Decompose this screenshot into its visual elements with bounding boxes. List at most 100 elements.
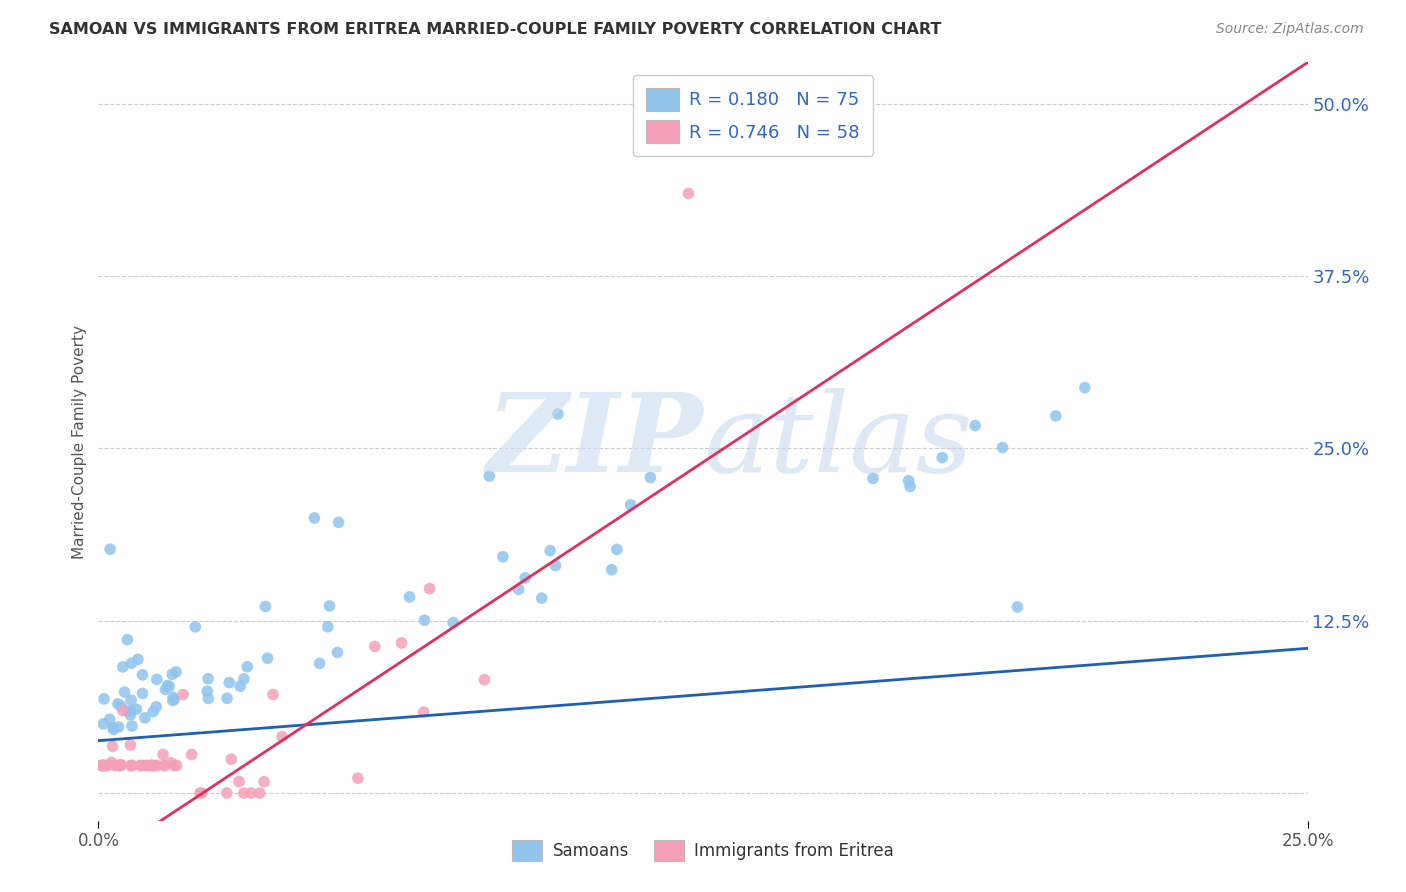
Point [172, 688, 194, 702]
Point [120, 656, 142, 670]
Point [156, 679, 179, 693]
Point [544, 558, 567, 573]
Point [135, 758, 157, 772]
Point [620, 498, 643, 512]
Point [120, 758, 142, 772]
Point [93, 691, 115, 706]
Point [1007, 599, 1029, 614]
Point [120, 707, 142, 722]
Point [398, 590, 420, 604]
Point [162, 693, 184, 707]
Point [110, 757, 132, 772]
Point [134, 758, 156, 772]
Point [98, 542, 121, 557]
Point [236, 660, 259, 674]
Point [141, 758, 163, 772]
Point [107, 758, 129, 772]
Point [152, 758, 174, 772]
Point [93, 758, 115, 772]
Point [232, 672, 254, 686]
Point [90, 758, 112, 772]
Point [215, 691, 238, 706]
Point [191, 786, 214, 800]
Point [107, 720, 129, 734]
Point [107, 697, 129, 711]
Point [153, 758, 176, 772]
Point [131, 668, 153, 682]
Text: atlas: atlas [703, 388, 973, 495]
Point [897, 474, 920, 488]
Point [103, 720, 125, 734]
Point [515, 571, 537, 585]
Point [640, 470, 662, 484]
Point [155, 682, 177, 697]
Point [1074, 381, 1097, 395]
Point [120, 738, 142, 752]
Point [100, 756, 122, 770]
Point [253, 774, 276, 789]
Point [228, 774, 250, 789]
Point [474, 673, 496, 687]
Point [162, 690, 184, 705]
Point [347, 771, 370, 785]
Point [188, 786, 211, 800]
Point [145, 699, 167, 714]
Point [141, 758, 163, 772]
Point [131, 686, 153, 700]
Point [91, 717, 114, 731]
Point [419, 582, 441, 596]
Point [304, 511, 326, 525]
Point [139, 758, 162, 772]
Point [166, 758, 188, 772]
Point [93, 758, 115, 772]
Point [110, 699, 132, 714]
Point [364, 640, 387, 654]
Point [96, 758, 118, 772]
Legend: Samoans, Immigrants from Eritrea: Samoans, Immigrants from Eritrea [501, 828, 905, 873]
Point [120, 704, 142, 718]
Point [229, 679, 252, 693]
Point [94, 758, 117, 772]
Point [508, 582, 530, 597]
Point [184, 620, 207, 634]
Point [101, 739, 124, 754]
Text: Source: ZipAtlas.com: Source: ZipAtlas.com [1216, 22, 1364, 37]
Point [391, 636, 413, 650]
Point [931, 450, 953, 465]
Point [316, 620, 339, 634]
Point [239, 786, 262, 800]
Point [90, 758, 112, 772]
Point [121, 719, 143, 733]
Point [218, 675, 240, 690]
Point [129, 758, 152, 772]
Point [195, 684, 218, 698]
Point [111, 660, 134, 674]
Point [262, 688, 284, 702]
Point [129, 758, 152, 772]
Point [232, 786, 254, 800]
Point [538, 543, 561, 558]
Point [197, 672, 219, 686]
Point [413, 613, 436, 627]
Point [134, 711, 156, 725]
Point [111, 704, 134, 718]
Point [103, 758, 125, 772]
Point [271, 730, 294, 744]
Point [146, 673, 169, 687]
Point [125, 702, 148, 716]
Point [117, 632, 139, 647]
Point [965, 418, 987, 433]
Point [530, 591, 553, 606]
Point [180, 747, 202, 762]
Point [142, 705, 165, 719]
Text: SAMOAN VS IMMIGRANTS FROM ERITREA MARRIED-COUPLE FAMILY POVERTY CORRELATION CHAR: SAMOAN VS IMMIGRANTS FROM ERITREA MARRIE… [49, 22, 942, 37]
Point [157, 679, 180, 693]
Point [219, 752, 242, 766]
Point [120, 693, 142, 707]
Point [197, 691, 219, 706]
Point [441, 615, 464, 630]
Point [117, 704, 139, 718]
Point [136, 758, 159, 772]
Point [308, 657, 330, 671]
Point [678, 186, 700, 201]
